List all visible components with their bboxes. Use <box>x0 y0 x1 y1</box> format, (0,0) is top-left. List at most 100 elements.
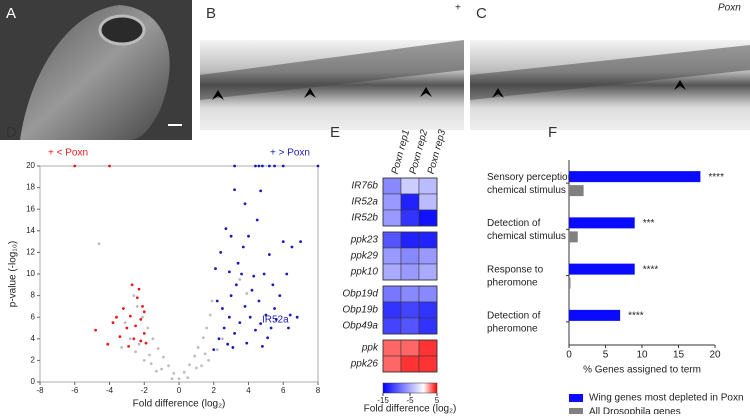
category-label: Detection of <box>487 311 541 322</box>
colorbar-tick-label: 5 <box>435 396 440 405</box>
annotation: + < Poxn <box>48 148 88 159</box>
y-tick-label: 18 <box>26 183 35 192</box>
point <box>132 337 136 341</box>
cell <box>382 355 402 373</box>
y-tick-label: 14 <box>26 226 35 235</box>
category-label: Detection of <box>487 218 541 229</box>
point <box>172 371 176 375</box>
point <box>134 324 137 328</box>
bar <box>569 277 571 289</box>
point <box>236 261 240 265</box>
cell <box>418 355 438 373</box>
y-tick-label: 4 <box>31 334 36 343</box>
bar <box>569 231 578 243</box>
row-label: Obp19b <box>342 305 378 316</box>
genotype: Poxn <box>718 3 741 14</box>
colorbar-label: Fold difference (log₂) <box>364 404 457 414</box>
group-frame <box>382 285 438 335</box>
significance: *** <box>643 218 655 229</box>
point <box>254 328 257 332</box>
x-tick-label: 8 <box>316 386 321 395</box>
point <box>240 272 243 276</box>
x-tick-label: -2 <box>141 386 149 395</box>
point <box>274 317 278 321</box>
point <box>259 322 263 326</box>
point <box>221 337 224 341</box>
cell <box>382 339 402 357</box>
point <box>269 326 273 330</box>
cell <box>400 301 420 319</box>
point <box>299 240 303 244</box>
group-frame <box>382 339 438 373</box>
point <box>132 294 136 297</box>
point <box>229 294 233 297</box>
cell <box>400 177 420 195</box>
point <box>134 350 137 354</box>
cell <box>382 317 402 335</box>
y-tick-label: 2 <box>31 356 36 365</box>
point <box>207 359 210 362</box>
point <box>257 299 261 303</box>
panel-label: B <box>206 5 216 22</box>
point <box>203 352 207 356</box>
point <box>128 337 132 341</box>
panel-label: F <box>548 124 557 141</box>
point <box>231 346 235 349</box>
point <box>111 321 115 324</box>
colorbar-tick-label: -5 <box>406 396 414 405</box>
point <box>241 245 245 249</box>
plot-frame <box>39 165 319 383</box>
point <box>94 328 97 332</box>
point <box>177 377 181 381</box>
point <box>139 339 143 343</box>
category-label: pheromone <box>487 324 538 335</box>
point <box>255 218 259 222</box>
point <box>243 202 247 206</box>
bar <box>569 323 570 335</box>
point <box>115 315 118 319</box>
point <box>248 315 252 319</box>
cell <box>382 231 402 249</box>
point <box>156 347 160 350</box>
category-label: Sensory perception of <box>487 172 585 183</box>
colorbar <box>382 382 438 394</box>
category-label: chemical stimulus <box>487 231 566 242</box>
cell <box>382 285 402 303</box>
cell <box>400 339 420 357</box>
row-label: Obp19d <box>342 289 378 300</box>
cell <box>400 193 420 211</box>
cell <box>400 263 420 281</box>
point <box>287 326 290 330</box>
group-frame <box>382 177 438 227</box>
y-tick-label: 10 <box>26 269 35 278</box>
legend-label: All Drosophila genes <box>589 407 681 414</box>
point <box>188 363 191 367</box>
significance: **** <box>628 311 644 322</box>
panel-label: D <box>6 124 17 141</box>
significance: **** <box>643 264 659 275</box>
row-label: Obp49a <box>342 321 378 332</box>
point <box>106 342 110 346</box>
point <box>128 314 132 318</box>
point <box>196 346 200 349</box>
cell <box>400 247 420 265</box>
cell <box>418 193 438 211</box>
point <box>229 234 233 238</box>
point <box>226 342 230 346</box>
cell <box>400 317 420 335</box>
point <box>245 292 249 295</box>
point <box>266 336 270 340</box>
point <box>142 332 146 335</box>
x-tick-label: 5 <box>603 350 609 361</box>
point <box>221 307 224 310</box>
bar <box>569 185 584 197</box>
cell <box>418 263 438 281</box>
point <box>186 376 190 380</box>
x-tick-label: 20 <box>709 350 721 361</box>
point <box>118 335 122 339</box>
x-tick-label: 6 <box>281 386 286 395</box>
cell <box>418 209 438 227</box>
photo-a <box>0 0 192 140</box>
point <box>252 274 256 278</box>
